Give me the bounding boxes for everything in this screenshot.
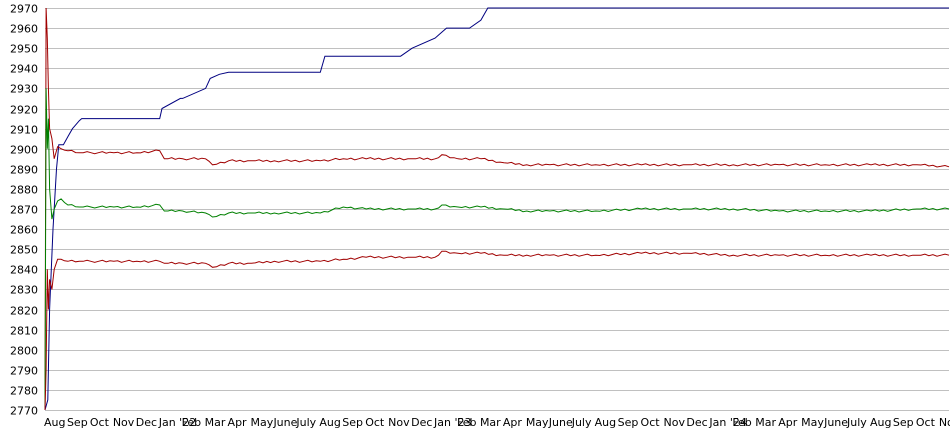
y-tick-label: 2840 — [10, 264, 38, 277]
x-tick-label: Sep — [893, 416, 914, 429]
x-tick-label: Dec — [136, 416, 157, 429]
x-tick-label: Feb — [457, 416, 476, 429]
x-tick-label: Nov — [388, 416, 410, 429]
x-tick-label: Nov — [939, 416, 950, 429]
series-line-mid — [44, 88, 950, 411]
y-tick-label: 2900 — [10, 144, 38, 157]
y-axis-tick-labels: 2770 2780 2790 2800 2810 2820 2830 2840 2850 2860… — [10, 3, 38, 418]
x-tick-label: Mar — [480, 416, 501, 429]
y-tick-label: 2910 — [10, 124, 38, 137]
x-tick-label: Jan '24 — [708, 416, 746, 429]
x-tick-label: Aug — [44, 416, 65, 429]
x-tick-label: May — [801, 416, 824, 429]
x-tick-label: June — [823, 416, 848, 429]
x-tick-label: Nov — [113, 416, 135, 429]
series-line-upper — [44, 7, 950, 411]
x-tick-label: Sep — [67, 416, 88, 429]
x-tick-label: Dec — [411, 416, 432, 429]
y-tick-label: 2860 — [10, 224, 38, 237]
x-tick-label: Sep — [342, 416, 363, 429]
y-tick-label: 2800 — [10, 345, 38, 358]
grid-lines — [45, 8, 949, 411]
x-tick-label: Apr — [778, 416, 798, 429]
series-line-max — [44, 7, 949, 411]
x-tick-label: Jan '22 — [158, 416, 196, 429]
y-tick-label: 2820 — [10, 305, 38, 318]
x-tick-label: May — [526, 416, 549, 429]
x-tick-label: July — [571, 416, 592, 429]
x-tick-label: Feb — [732, 416, 751, 429]
x-tick-label: Aug — [595, 416, 616, 429]
x-tick-label: Apr — [503, 416, 523, 429]
y-tick-label: 2970 — [10, 3, 38, 16]
x-tick-label: Mar — [755, 416, 776, 429]
x-tick-label: Nov — [663, 416, 685, 429]
y-tick-label: 2950 — [10, 43, 38, 56]
y-tick-label: 2880 — [10, 184, 38, 197]
x-tick-label: Aug — [319, 416, 340, 429]
x-tick-label: Jan '23 — [433, 416, 471, 429]
y-tick-label: 2810 — [10, 325, 38, 338]
x-tick-label: May — [250, 416, 273, 429]
x-tick-label: Oct — [365, 416, 385, 429]
y-tick-label: 2770 — [10, 405, 38, 418]
x-tick-label: Oct — [916, 416, 936, 429]
x-tick-label: Apr — [228, 416, 248, 429]
x-tick-label: Aug — [870, 416, 891, 429]
x-tick-label: Dec — [686, 416, 707, 429]
series-line-lower — [44, 250, 950, 411]
x-tick-label: Sep — [618, 416, 639, 429]
y-tick-label: 2790 — [10, 365, 38, 378]
x-tick-label: Oct — [641, 416, 661, 429]
series-lines — [44, 7, 950, 411]
y-tick-label: 2780 — [10, 385, 38, 398]
x-tick-label: July — [295, 416, 316, 429]
x-tick-label: June — [548, 416, 573, 429]
x-tick-label: Mar — [205, 416, 226, 429]
x-tick-label: Oct — [90, 416, 110, 429]
y-tick-label: 2850 — [10, 244, 38, 257]
y-tick-label: 2940 — [10, 63, 38, 76]
y-tick-label: 2960 — [10, 23, 38, 36]
x-tick-label: July — [846, 416, 867, 429]
y-tick-label: 2920 — [10, 104, 38, 117]
y-tick-label: 2870 — [10, 204, 38, 217]
y-tick-label: 2930 — [10, 83, 38, 96]
x-tick-label: Feb — [182, 416, 201, 429]
y-tick-label: 2830 — [10, 284, 38, 297]
y-tick-label: 2890 — [10, 164, 38, 177]
x-tick-label: June — [272, 416, 297, 429]
